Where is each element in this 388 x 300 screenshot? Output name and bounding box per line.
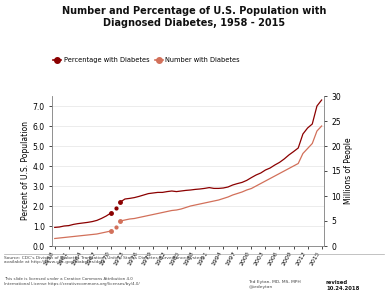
Text: revised
10.24.2018: revised 10.24.2018 (326, 280, 359, 291)
Text: Source: CDC's Division of Diabetes Translation, United States Diabetes Surveilla: Source: CDC's Division of Diabetes Trans… (4, 256, 203, 264)
Y-axis label: Percent of U.S. Population: Percent of U.S. Population (21, 122, 30, 220)
Text: This slide is licensed under a Creative Commons Attribution 4.0
International Li: This slide is licensed under a Creative … (4, 278, 140, 286)
Legend: Percentage with Diabetes, Number with Diabetes: Percentage with Diabetes, Number with Di… (50, 54, 242, 66)
Y-axis label: Millions of People: Millions of People (344, 138, 353, 204)
Text: Ted Eytan, MD, MS, MPH
@tedeytan: Ted Eytan, MD, MS, MPH @tedeytan (248, 280, 301, 289)
Text: Number and Percentage of U.S. Population with
Diagnosed Diabetes, 1958 - 2015: Number and Percentage of U.S. Population… (62, 6, 326, 28)
